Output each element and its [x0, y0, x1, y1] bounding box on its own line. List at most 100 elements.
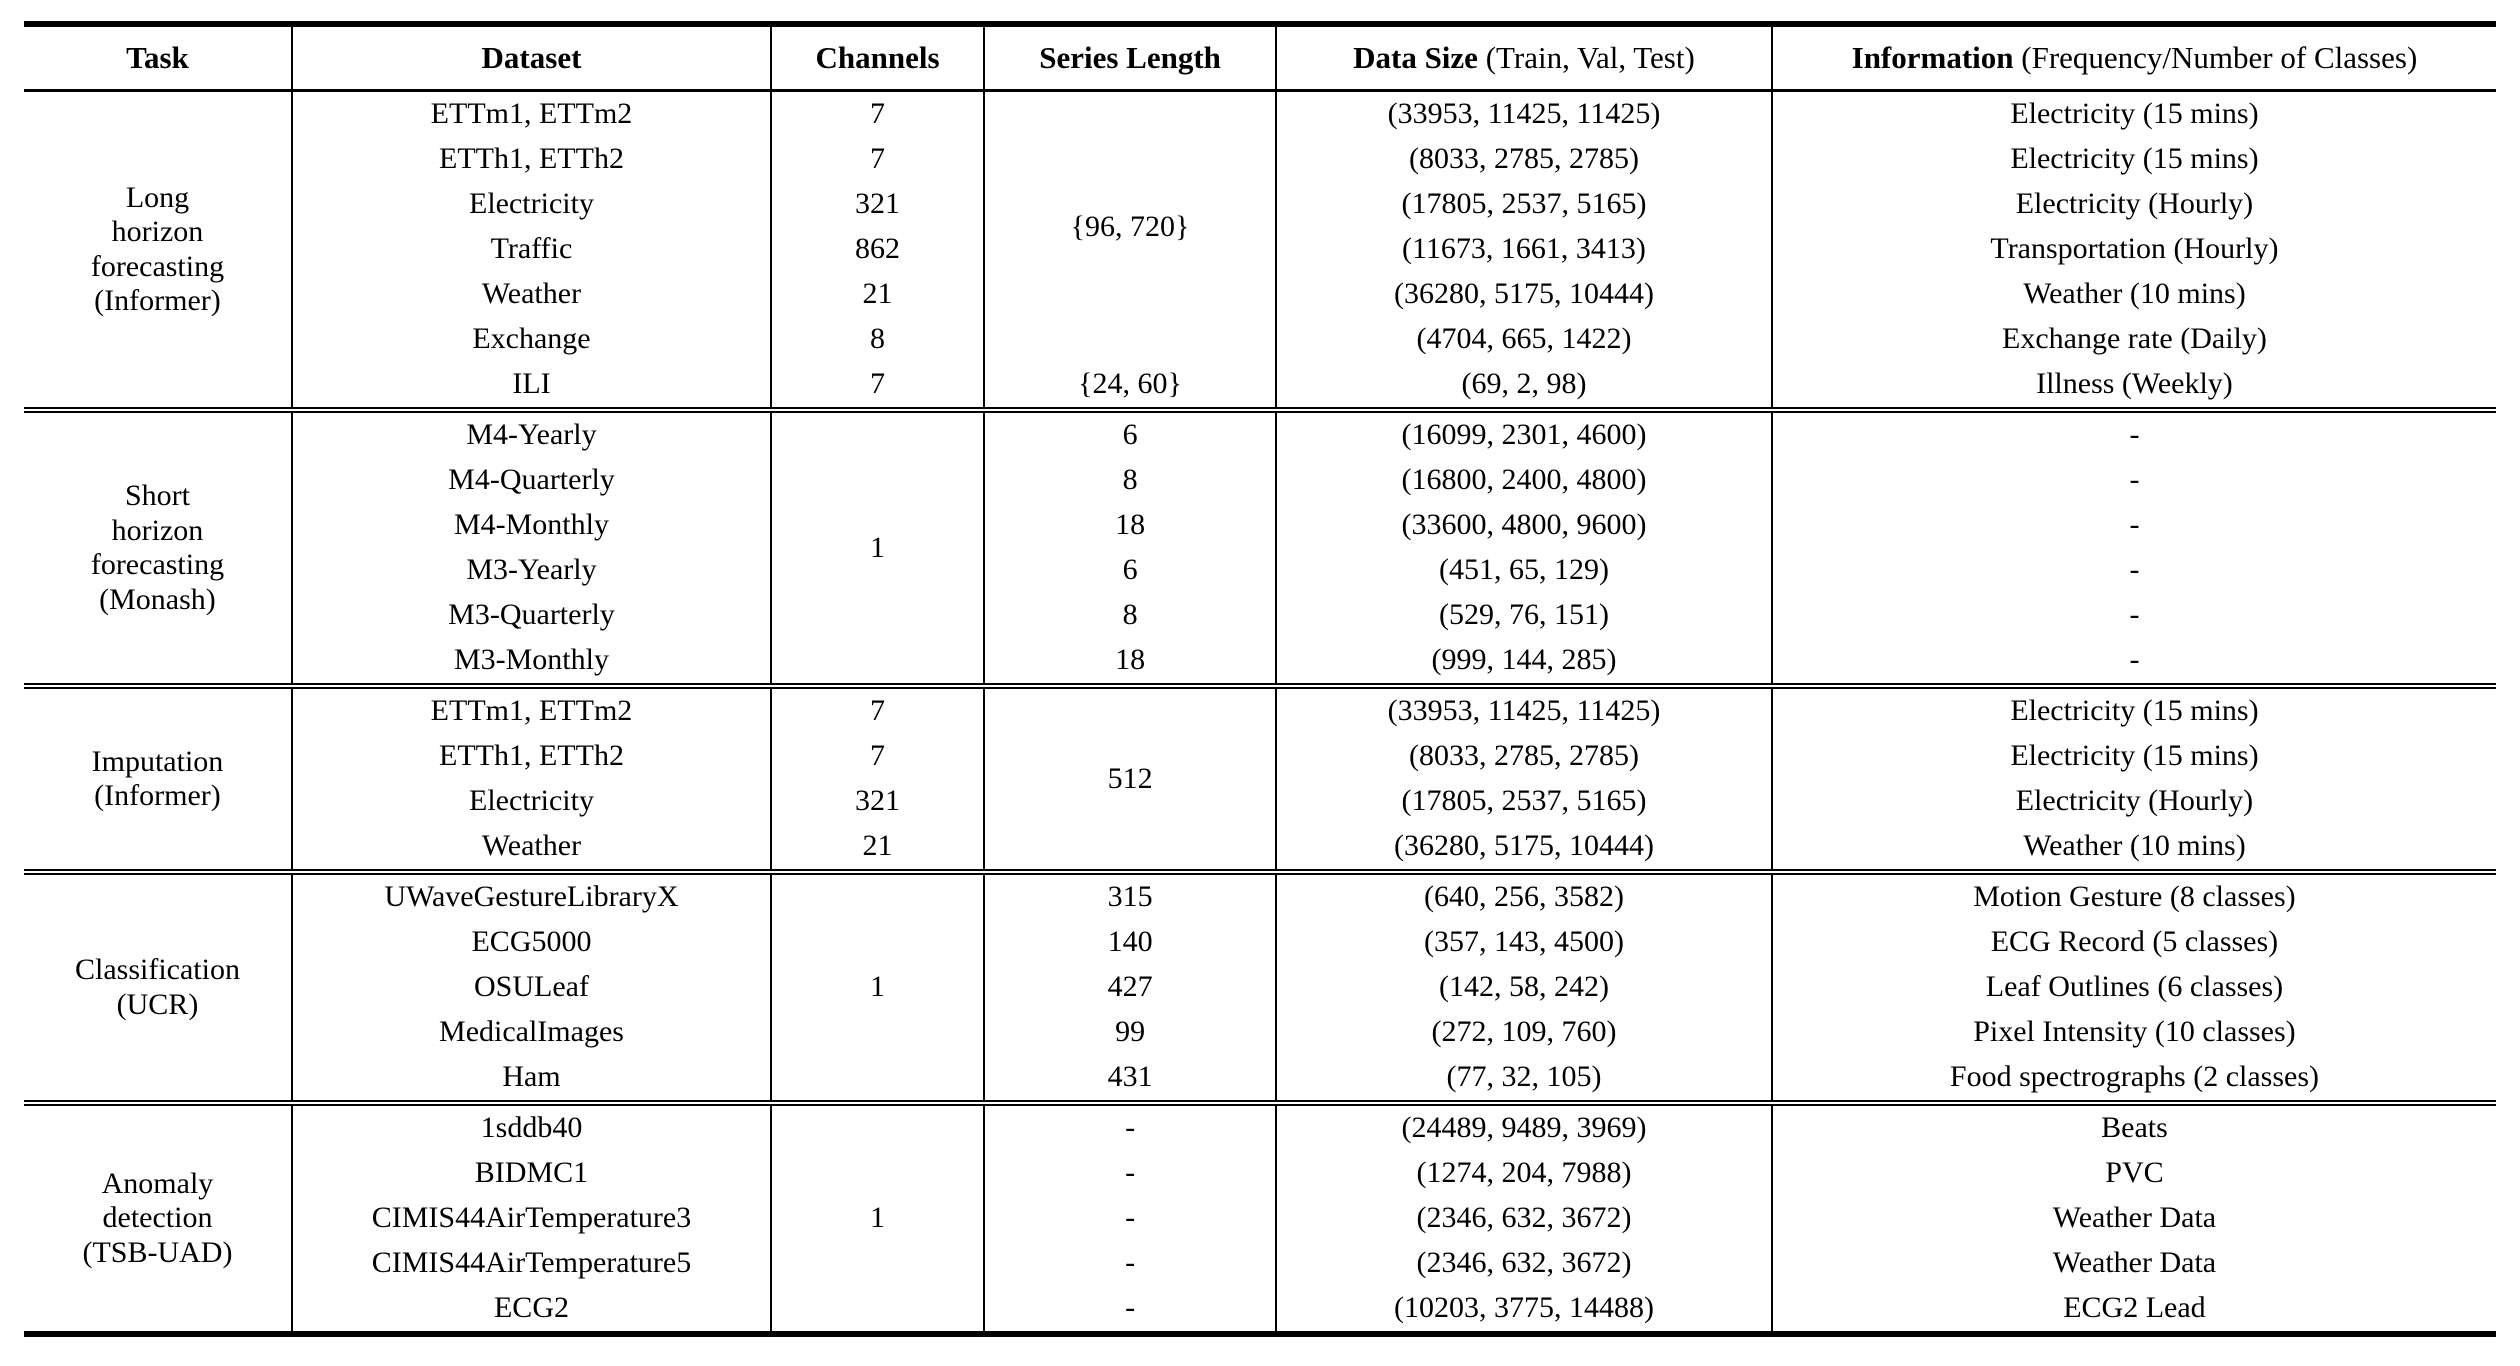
header-series-length: Series Length	[983, 24, 1277, 92]
channels-cell: 21	[770, 272, 985, 317]
dataset-cell: Ham	[290, 1055, 772, 1103]
data-size-cell: (77, 32, 105)	[1275, 1055, 1772, 1103]
series-length-cell: 18	[983, 503, 1277, 548]
series-length-cell: -	[983, 1151, 1277, 1196]
header-data-size: Data Size (Train, Val, Test)	[1275, 24, 1772, 92]
information-cell: Weather (10 mins)	[1770, 272, 2496, 317]
channels-cell: 1	[770, 1100, 985, 1334]
table-row: CIMIS44AirTemperature5 - (2346, 632, 3672)…	[24, 1241, 2496, 1286]
channels-cell: 321	[770, 779, 985, 824]
header-channels: Channels	[770, 24, 985, 92]
information-cell: -	[1770, 407, 2496, 458]
data-size-cell: (17805, 2537, 5165)	[1275, 182, 1772, 227]
table-row: Long horizon forecasting (Informer) ETTm1…	[24, 90, 2496, 362]
series-length-cell: 512	[983, 683, 1277, 872]
data-size-cell: (1274, 204, 7988)	[1275, 1151, 1772, 1196]
series-length-cell: 6	[983, 407, 1277, 458]
information-cell: Motion Gesture (8 classes)	[1770, 869, 2496, 920]
data-size-cell: (357, 143, 4500)	[1275, 920, 1772, 965]
header-information-label: Information	[1851, 40, 2014, 75]
series-length-cell: -	[983, 1100, 1277, 1151]
task-section: Long horizon forecasting (Informer) ETTm1…	[24, 90, 2496, 410]
dataset-cell: ILI	[290, 362, 772, 410]
series-length-cell: 427	[983, 965, 1277, 1010]
data-size-cell: (10203, 3775, 14488)	[1275, 1286, 1772, 1334]
data-size-cell: (33953, 11425, 11425)	[1275, 90, 1772, 137]
table-row: ETTh1, ETTh2 7 (8033, 2785, 2785) Electrici…	[24, 137, 2496, 182]
series-length-cell: 18	[983, 638, 1277, 686]
information-cell: Illness (Weekly)	[1770, 362, 2496, 410]
information-cell: Electricity (Hourly)	[1770, 779, 2496, 824]
information-cell: Weather Data	[1770, 1241, 2496, 1286]
table-row: ILI 7 {24, 60} (69, 2, 98) Illness (Weekly)	[24, 362, 2496, 410]
dataset-cell: Electricity	[290, 779, 772, 824]
dataset-cell: ETTm1, ETTm2	[290, 683, 772, 734]
information-cell: Food spectrographs (2 classes)	[1770, 1055, 2496, 1103]
header-data-size-sublabel: (Train, Val, Test)	[1477, 40, 1695, 75]
channels-cell: 1	[770, 869, 985, 1103]
data-size-cell: (4704, 665, 1422)	[1275, 317, 1772, 362]
series-length-cell: 315	[983, 869, 1277, 920]
dataset-cell: OSULeaf	[290, 965, 772, 1010]
task-cell: Anomaly detection (TSB-UAD)	[24, 1100, 292, 1334]
dataset-cell: ECG5000	[290, 920, 772, 965]
dataset-cell: Electricity	[290, 182, 772, 227]
dataset-cell: M4-Monthly	[290, 503, 772, 548]
table-row: Anomaly detection (TSB-UAD) 1sddb40 1- (244…	[24, 1100, 2496, 1334]
table-row: Ham 431 (77, 32, 105) Food spectrographs (2…	[24, 1055, 2496, 1103]
information-cell: -	[1770, 548, 2496, 593]
dataset-cell: Weather	[290, 824, 772, 872]
data-size-cell: (24489, 9489, 3969)	[1275, 1100, 1772, 1151]
header-information: Information (Frequency/Number of Classes…	[1770, 24, 2496, 92]
data-size-cell: (8033, 2785, 2785)	[1275, 137, 1772, 182]
information-cell: -	[1770, 638, 2496, 686]
series-length-cell: 431	[983, 1055, 1277, 1103]
table-row: ECG5000 140 (357, 143, 4500) ECG Record (5 …	[24, 920, 2496, 965]
data-size-cell: (16099, 2301, 4600)	[1275, 407, 1772, 458]
table-row: Classification (UCR) UWaveGestureLibraryX…	[24, 869, 2496, 1103]
dataset-cell: M4-Yearly	[290, 407, 772, 458]
data-size-cell: (36280, 5175, 10444)	[1275, 272, 1772, 317]
channels-cell: 8	[770, 317, 985, 362]
information-cell: Weather (10 mins)	[1770, 824, 2496, 872]
table-row: M3-Quarterly 8 (529, 76, 151) -	[24, 593, 2496, 638]
data-size-cell: (16800, 2400, 4800)	[1275, 458, 1772, 503]
table-row: Traffic 862 (11673, 1661, 3413) Transportat…	[24, 227, 2496, 272]
table-row: M4-Monthly 18 (33600, 4800, 9600) -	[24, 503, 2496, 548]
header-dataset-label: Dataset	[481, 40, 582, 75]
table-row: M3-Yearly 6 (451, 65, 129) -	[24, 548, 2496, 593]
task-section: Imputation (Informer) ETTm1, ETTm2 7 512 (33…	[24, 683, 2496, 872]
table-row: Imputation (Informer) ETTm1, ETTm2 7 512 (33…	[24, 683, 2496, 872]
table-row: BIDMC1 - (1274, 204, 7988) PVC	[24, 1151, 2496, 1196]
series-length-cell: 8	[983, 458, 1277, 503]
table-row: M3-Monthly 18 (999, 144, 285) -	[24, 638, 2496, 686]
information-cell: Electricity (15 mins)	[1770, 734, 2496, 779]
table-row: ECG2 - (10203, 3775, 14488) ECG2 Lead	[24, 1286, 2496, 1334]
header-channels-label: Channels	[815, 40, 940, 75]
table-row: Weather 21 (36280, 5175, 10444) Weather (10…	[24, 272, 2496, 317]
task-cell: Classification (UCR)	[24, 869, 292, 1103]
data-size-cell: (17805, 2537, 5165)	[1275, 779, 1772, 824]
data-size-cell: (33600, 4800, 9600)	[1275, 503, 1772, 548]
data-size-cell: (999, 144, 285)	[1275, 638, 1772, 686]
task-section: Short horizon forecasting (Monash) M4-Yea…	[24, 407, 2496, 686]
dataset-cell: CIMIS44AirTemperature3	[290, 1196, 772, 1241]
header-data-size-label: Data Size	[1353, 40, 1478, 75]
dataset-cell: CIMIS44AirTemperature5	[290, 1241, 772, 1286]
series-length-cell: 8	[983, 593, 1277, 638]
data-size-cell: (451, 65, 129)	[1275, 548, 1772, 593]
information-cell: -	[1770, 503, 2496, 548]
table-row: Exchange 8 (4704, 665, 1422) Exchange rate …	[24, 317, 2496, 362]
table-row: Electricity 321 (17805, 2537, 5165) Electri…	[24, 182, 2496, 227]
dataset-cell: M3-Yearly	[290, 548, 772, 593]
dataset-cell: M3-Quarterly	[290, 593, 772, 638]
channels-cell: 7	[770, 683, 985, 734]
data-size-cell: (2346, 632, 3672)	[1275, 1196, 1772, 1241]
table-row: OSULeaf 427 (142, 58, 242) Leaf Outlines (6…	[24, 965, 2496, 1010]
data-size-cell: (11673, 1661, 3413)	[1275, 227, 1772, 272]
table-row: ETTh1, ETTh2 7 (8033, 2785, 2785) Electrici…	[24, 734, 2496, 779]
dataset-cell: M3-Monthly	[290, 638, 772, 686]
table-header-row: Task Dataset Channels Series Length Data…	[24, 24, 2496, 92]
series-length-cell: 6	[983, 548, 1277, 593]
dataset-cell: MedicalImages	[290, 1010, 772, 1055]
